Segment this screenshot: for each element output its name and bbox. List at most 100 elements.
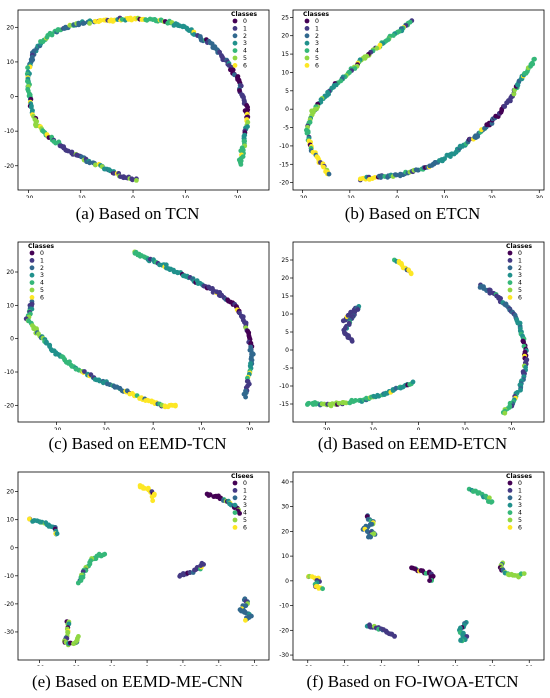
legend-marker [232, 517, 238, 523]
legend-label: 5 [243, 55, 247, 62]
y-tick-label: 10 [6, 59, 14, 66]
legend-title: Classes [303, 11, 329, 18]
legend-marker [507, 295, 513, 300]
legend-marker [232, 48, 238, 53]
legend-label: 5 [518, 517, 522, 524]
x-tick-label: -10 [377, 665, 387, 666]
legend-label: 1 [243, 487, 247, 494]
scatter-point [529, 60, 535, 66]
y-tick-label: 20 [281, 275, 289, 282]
legend-label: 2 [315, 33, 319, 40]
y-tick-label: 20 [6, 24, 14, 31]
y-tick-label: -30 [279, 652, 289, 659]
x-tick-label: -10 [367, 427, 377, 430]
legend-marker [507, 272, 513, 278]
legend-marker [232, 488, 238, 493]
x-tick-label: 0 [131, 195, 135, 198]
plot-frame [17, 471, 270, 661]
scatter-point [66, 621, 72, 627]
legend-marker [29, 272, 35, 278]
y-tick-label: -20 [279, 627, 289, 634]
scatter-point [467, 136, 473, 142]
scatter-point [98, 18, 103, 23]
panel-e: -30-20-100102030-30-20-1001020Clsees0123… [0, 462, 275, 666]
scatter-point [304, 130, 310, 136]
scatter-points [24, 15, 251, 183]
scatter-point [487, 495, 492, 501]
y-tick-label: -20 [279, 180, 289, 187]
x-tick-label: 20 [508, 427, 516, 430]
scatter-point [392, 634, 397, 639]
legend-label: 2 [243, 495, 247, 502]
scatter-point [326, 171, 332, 177]
y-tick-label: 40 [281, 479, 289, 486]
y-tick-label: 0 [285, 106, 289, 113]
caption-c: (c) Based on EEMD-TCN [48, 434, 227, 453]
legend-label: 2 [518, 495, 522, 502]
legend-marker [507, 265, 513, 271]
legend-marker [507, 525, 513, 530]
y-tick-label: 10 [281, 553, 289, 560]
y-tick-label: -10 [279, 603, 289, 610]
scatter-point [237, 88, 242, 93]
legend-label: 5 [315, 55, 319, 62]
scatter-point [320, 586, 325, 592]
legend-marker [507, 258, 513, 263]
y-tick-label: 15 [281, 51, 289, 58]
y-tick-label: 0 [285, 578, 289, 585]
legend-marker [232, 33, 238, 39]
legend-marker [304, 33, 310, 39]
y-tick-label: 5 [285, 88, 289, 95]
x-tick-label: -10 [106, 665, 116, 666]
scatter-point [199, 560, 205, 566]
x-tick-label: 0 [417, 665, 421, 666]
legend-title: Classes [28, 243, 54, 250]
legend-label: 3 [315, 40, 319, 47]
scatter-point [149, 494, 155, 500]
plot-frame [17, 9, 270, 191]
legend-label: 3 [243, 502, 247, 509]
legend-marker [304, 40, 310, 46]
scatter-point [237, 511, 243, 516]
legend-marker [232, 26, 238, 31]
y-tick-label: 10 [6, 517, 14, 524]
plot-frame [17, 241, 270, 423]
y-tick-label: 10 [281, 311, 289, 318]
x-tick-label: 30 [535, 195, 543, 198]
x-tick-label: 20 [234, 195, 242, 198]
legend-marker [232, 18, 238, 24]
y-tick-label: -20 [4, 402, 14, 409]
scatter-point [321, 164, 326, 170]
legend-label: 3 [40, 272, 44, 279]
x-tick-label: -20 [298, 195, 308, 198]
legend-label: 6 [315, 62, 319, 69]
scatter-point [48, 31, 54, 37]
y-tick-label: 10 [281, 69, 289, 76]
legend-label: 6 [40, 294, 44, 301]
legend-label: 2 [518, 265, 522, 272]
legend-marker [29, 265, 35, 271]
y-tick-label: -15 [279, 161, 289, 168]
legend-label: 1 [40, 257, 44, 264]
x-tick-label: 0 [395, 195, 399, 198]
legend-marker [29, 287, 35, 293]
legend-label: 0 [243, 480, 247, 487]
x-tick-label: 30 [251, 665, 259, 666]
legend-label: 5 [40, 287, 44, 294]
x-tick-label: 0 [417, 427, 421, 430]
x-tick-label: -20 [340, 665, 350, 666]
legend-label: 0 [315, 18, 319, 25]
x-tick-label: -20 [70, 665, 80, 666]
legend-label: 0 [243, 18, 247, 25]
legend-label: 6 [518, 524, 522, 531]
scatter-point [442, 156, 447, 162]
x-tick-label: -20 [321, 427, 331, 430]
legend-label: 4 [40, 280, 44, 287]
x-tick-label: 0 [145, 665, 149, 666]
x-tick-label: -10 [345, 195, 355, 198]
